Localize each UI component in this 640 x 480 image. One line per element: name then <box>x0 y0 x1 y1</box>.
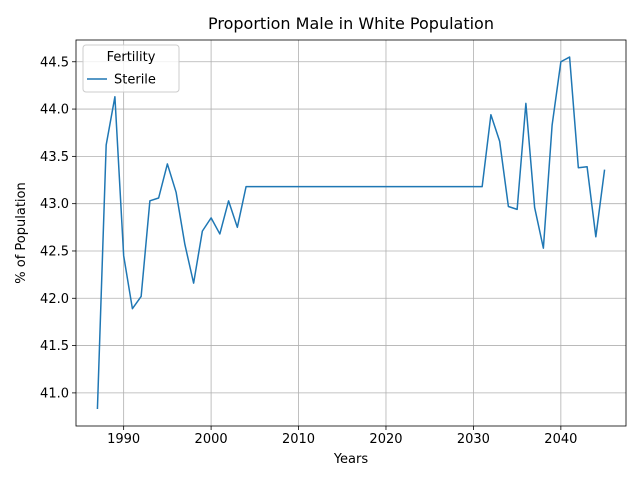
x-tick-label: 2000 <box>195 432 228 447</box>
axes-frame <box>75 39 627 427</box>
legend-box <box>82 44 180 93</box>
series-line-sterile <box>96 56 606 409</box>
y-tick-label: 44.5 <box>40 55 69 70</box>
x-tick-label: 2030 <box>457 432 490 447</box>
chart-title: Proportion Male in White Population <box>208 14 494 33</box>
y-tick-label: 41.0 <box>40 386 69 401</box>
y-tick-label: 43.0 <box>40 197 69 212</box>
y-tick-label: 42.0 <box>40 292 69 307</box>
y-axis-ticks: 41.0 41.5 42.0 42.5 43.0 43.5 44.0 44.5 <box>40 55 76 401</box>
x-tick-label: 2040 <box>544 432 577 447</box>
y-tick-label: 44.0 <box>40 103 69 118</box>
y-tick-label: 42.5 <box>40 244 69 259</box>
y-tick-label: 41.5 <box>40 339 69 354</box>
x-tick-label: 1990 <box>107 432 140 447</box>
legend-title: Fertility <box>107 50 156 65</box>
x-tick-label: 2010 <box>282 432 315 447</box>
legend-label-sterile: Sterile <box>114 73 156 88</box>
series-layer <box>96 56 606 409</box>
y-tick-label: 43.5 <box>40 150 69 165</box>
x-axis-label: Years <box>333 452 369 467</box>
y-axis-label: % of Population <box>14 182 29 283</box>
legend: Fertility Sterile <box>82 44 180 93</box>
x-axis-ticks: 1990 2000 2010 2020 2030 2040 <box>107 426 577 447</box>
x-tick-label: 2020 <box>369 432 402 447</box>
